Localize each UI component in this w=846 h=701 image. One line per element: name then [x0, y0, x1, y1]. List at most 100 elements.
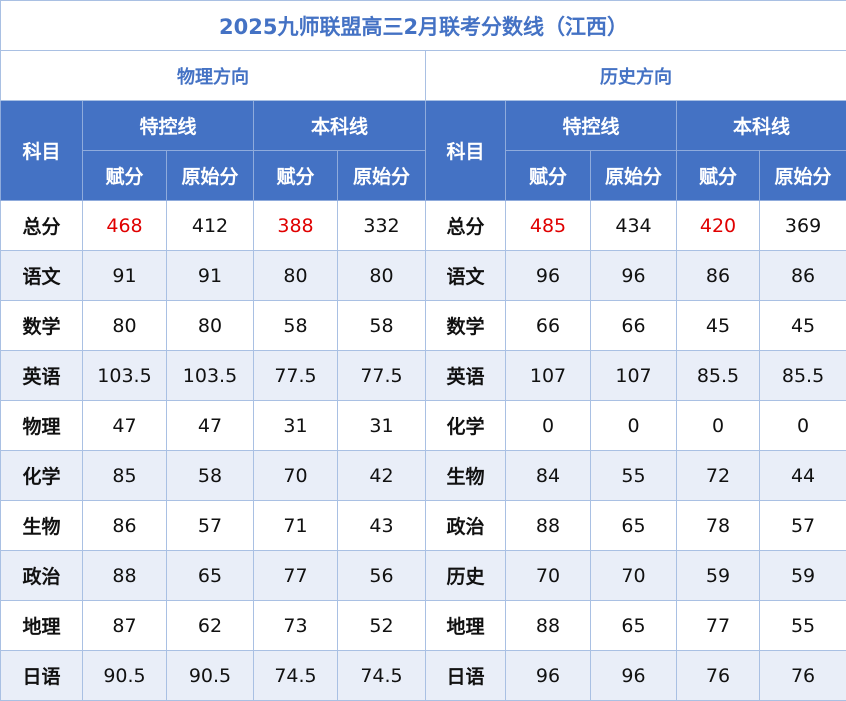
- score-cell: 90.5: [166, 650, 254, 701]
- subject-cell: 历史: [425, 550, 506, 601]
- score-cell: 85.5: [758, 350, 846, 401]
- score-cell: 73: [253, 600, 338, 651]
- score-cell: 80: [253, 250, 338, 301]
- sub-header: 赋分: [253, 150, 338, 201]
- score-cell: 87: [82, 600, 167, 651]
- score-cell: 412: [166, 200, 254, 251]
- score-cell: 57: [758, 500, 846, 551]
- subject-cell: 总分: [0, 200, 83, 251]
- score-cell: 388: [253, 200, 338, 251]
- score-cell: 78: [676, 500, 760, 551]
- score-cell: 31: [337, 400, 426, 451]
- score-cell: 74.5: [337, 650, 426, 701]
- subject-cell: 物理: [0, 400, 83, 451]
- group-header: 本科线: [253, 100, 426, 151]
- table-row: 总分 468 412 388 332 总分 485 434 420 369: [0, 200, 846, 251]
- score-cell: 332: [337, 200, 426, 251]
- score-cell: 0: [590, 400, 677, 451]
- sub-header: 原始分: [758, 150, 846, 201]
- subject-cell: 政治: [0, 550, 83, 601]
- table-row: 日语 90.5 90.5 74.5 74.5 日语 96 96 76 76: [0, 650, 846, 701]
- score-cell: 56: [337, 550, 426, 601]
- score-cell: 42: [337, 450, 426, 501]
- sub-header: 原始分: [590, 150, 677, 201]
- score-cell: 80: [337, 250, 426, 301]
- score-cell: 65: [590, 600, 677, 651]
- score-cell: 77: [676, 600, 760, 651]
- score-cell: 369: [758, 200, 846, 251]
- sub-header: 赋分: [505, 150, 591, 201]
- score-cell: 45: [758, 300, 846, 351]
- subject-cell: 总分: [425, 200, 506, 251]
- sub-header: 原始分: [337, 150, 426, 201]
- table-row: 地理 87 62 73 52 地理 88 65 77 55: [0, 600, 846, 651]
- subject-cell: 化学: [0, 450, 83, 501]
- score-cell: 70: [253, 450, 338, 501]
- physics-direction-header: 物理方向: [0, 50, 426, 101]
- subject-cell: 地理: [425, 600, 506, 651]
- score-cell: 77.5: [253, 350, 338, 401]
- score-cell: 77.5: [337, 350, 426, 401]
- score-cell: 47: [166, 400, 254, 451]
- score-cell: 96: [590, 250, 677, 301]
- score-cell: 91: [166, 250, 254, 301]
- score-cell: 80: [82, 300, 167, 351]
- score-cell: 434: [590, 200, 677, 251]
- score-cell: 107: [505, 350, 591, 401]
- score-cell: 44: [758, 450, 846, 501]
- score-cell: 70: [590, 550, 677, 601]
- subject-cell: 生物: [425, 450, 506, 501]
- score-cell: 86: [676, 250, 760, 301]
- table-row: 生物 86 57 71 43 政治 88 65 78 57: [0, 500, 846, 551]
- score-cell: 88: [505, 500, 591, 551]
- score-cell: 0: [505, 400, 591, 451]
- score-cell: 88: [82, 550, 167, 601]
- table-row: 物理 47 47 31 31 化学 0 0 0 0: [0, 400, 846, 451]
- score-cell: 59: [758, 550, 846, 601]
- score-cell: 103.5: [166, 350, 254, 401]
- score-cell: 80: [166, 300, 254, 351]
- score-cell: 88: [505, 600, 591, 651]
- sub-header: 赋分: [82, 150, 167, 201]
- score-cell: 66: [590, 300, 677, 351]
- score-cell: 86: [82, 500, 167, 551]
- table-row: 语文 91 91 80 80 语文 96 96 86 86: [0, 250, 846, 301]
- score-cell: 468: [82, 200, 167, 251]
- subject-cell: 语文: [425, 250, 506, 301]
- score-cell: 103.5: [82, 350, 167, 401]
- score-cell: 58: [166, 450, 254, 501]
- table-row: 政治 88 65 77 56 历史 70 70 59 59: [0, 550, 846, 601]
- score-cell: 76: [676, 650, 760, 701]
- score-cell: 62: [166, 600, 254, 651]
- score-cell: 74.5: [253, 650, 338, 701]
- score-cell: 55: [758, 600, 846, 651]
- history-direction-header: 历史方向: [424, 50, 846, 101]
- sub-header: 原始分: [166, 150, 254, 201]
- subject-cell: 日语: [425, 650, 506, 701]
- score-cell: 420: [676, 200, 760, 251]
- table-row: 英语 103.5 103.5 77.5 77.5 英语 107 107 85.5 85.5: [0, 350, 846, 401]
- score-cell: 57: [166, 500, 254, 551]
- score-cell: 47: [82, 400, 167, 451]
- score-cell: 85.5: [676, 350, 760, 401]
- sub-header: 赋分: [676, 150, 760, 201]
- subject-cell: 日语: [0, 650, 83, 701]
- score-cell: 96: [505, 650, 591, 701]
- group-header: 特控线: [82, 100, 254, 151]
- score-cell: 77: [253, 550, 338, 601]
- score-cell: 45: [676, 300, 760, 351]
- score-cell: 72: [676, 450, 760, 501]
- group-header: 特控线: [505, 100, 677, 151]
- group-header: 本科线: [675, 100, 846, 151]
- score-cell: 65: [590, 500, 677, 551]
- score-cell: 90.5: [82, 650, 167, 701]
- score-cell: 31: [253, 400, 338, 451]
- subject-cell: 数学: [0, 300, 83, 351]
- score-cell: 485: [505, 200, 591, 251]
- score-cell: 76: [758, 650, 846, 701]
- subject-cell: 地理: [0, 600, 83, 651]
- score-cell: 0: [758, 400, 846, 451]
- subject-header: 科目: [425, 100, 506, 201]
- score-cell: 43: [337, 500, 426, 551]
